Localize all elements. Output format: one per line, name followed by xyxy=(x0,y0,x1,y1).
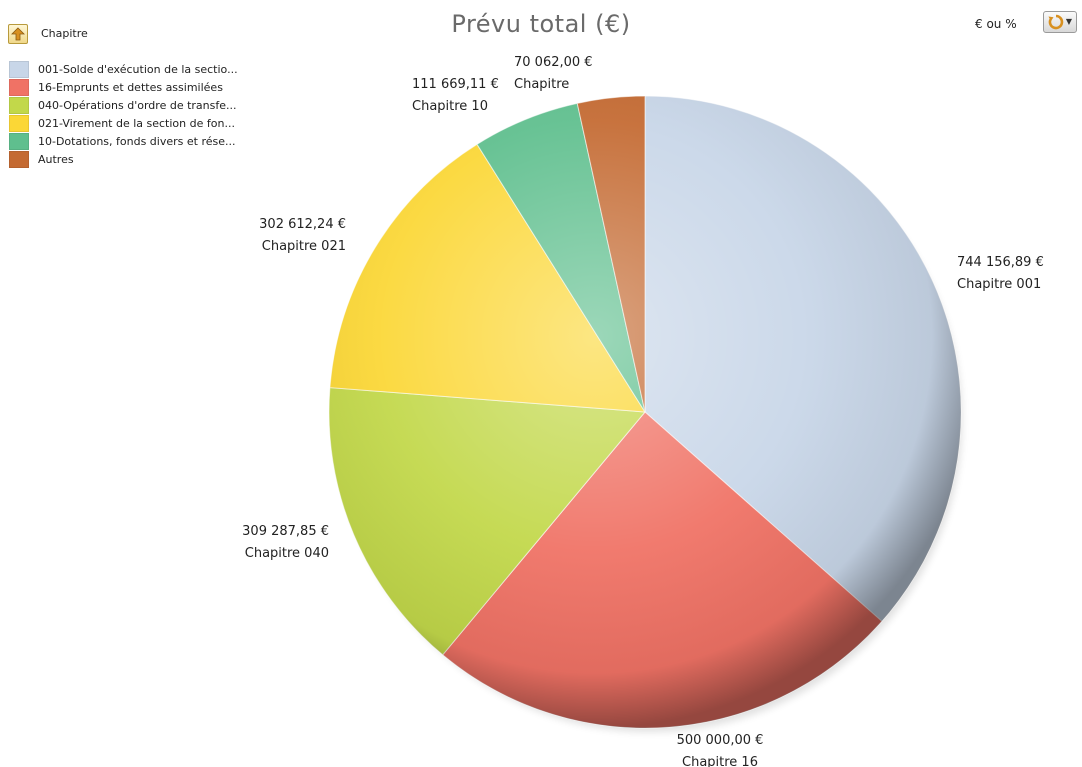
data-label-category: Chapitre xyxy=(514,77,569,92)
legend-label: 040-Opérations d'ordre de transfe... xyxy=(38,98,237,112)
data-label-value: 302 612,24 € xyxy=(259,217,346,232)
refresh-dropdown-icon[interactable]: ▼ xyxy=(1043,11,1077,33)
data-label-value: 744 156,89 € xyxy=(957,255,1044,270)
legend-label: 021-Virement de la section de fon... xyxy=(38,116,235,130)
legend-label: 10-Dotations, fonds divers et rése... xyxy=(38,134,236,148)
legend-swatch xyxy=(9,114,29,132)
legend-swatch xyxy=(9,132,29,150)
data-label-category: Chapitre 10 xyxy=(412,99,488,114)
data-label-category: Chapitre 040 xyxy=(245,546,329,561)
unit-toggle[interactable]: € ou % xyxy=(975,17,1017,31)
legend-item[interactable]: 040-Opérations d'ordre de transfe... xyxy=(9,96,238,114)
legend-label: 001-Solde d'exécution de la sectio... xyxy=(38,62,238,76)
legend-title: Chapitre xyxy=(41,27,88,40)
legend-item[interactable]: 10-Dotations, fonds divers et rése... xyxy=(9,132,238,150)
data-label-value: 500 000,00 € xyxy=(677,733,764,748)
up-arrow-icon[interactable] xyxy=(8,24,28,44)
data-label-category: Chapitre 021 xyxy=(262,239,346,254)
data-label-category: Chapitre 001 xyxy=(957,277,1041,292)
data-label-value: 70 062,00 € xyxy=(514,55,593,70)
legend-label: 16-Emprunts et dettes assimilées xyxy=(38,80,223,94)
data-label-category: Chapitre 16 xyxy=(682,755,758,767)
legend-swatch xyxy=(9,150,29,168)
legend-item[interactable]: 16-Emprunts et dettes assimilées xyxy=(9,78,238,96)
chart-legend: 001-Solde d'exécution de la sectio... 16-… xyxy=(9,60,238,168)
data-label-value: 309 287,85 € xyxy=(242,524,329,539)
legend-item[interactable]: Autres xyxy=(9,150,238,168)
legend-swatch xyxy=(9,60,29,78)
legend-item[interactable]: 001-Solde d'exécution de la sectio... xyxy=(9,60,238,78)
legend-swatch xyxy=(9,78,29,96)
legend-swatch xyxy=(9,96,29,114)
legend-item[interactable]: 021-Virement de la section de fon... xyxy=(9,114,238,132)
data-label-value: 111 669,11 € xyxy=(412,77,499,92)
legend-label: Autres xyxy=(38,152,74,166)
